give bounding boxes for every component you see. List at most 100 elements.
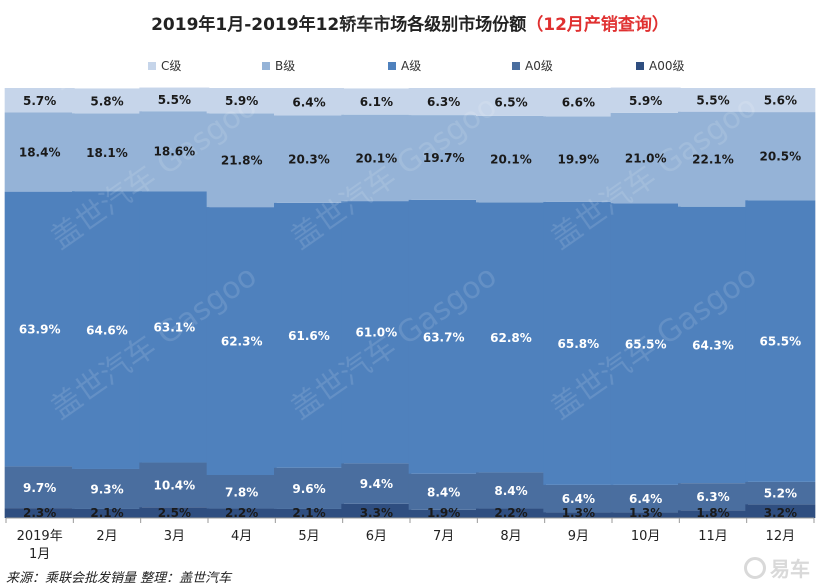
bar-segment	[678, 88, 748, 112]
x-tick-label: 9月	[568, 529, 589, 544]
data-label: 3.3%	[360, 506, 393, 520]
bar-segment	[206, 207, 277, 476]
bar-segment	[4, 191, 75, 467]
bar-segment	[610, 87, 681, 113]
bar-segment	[206, 508, 277, 518]
watermark-text: 盖世汽车 Gasgoo	[45, 0, 264, 97]
bar-segment	[72, 468, 142, 509]
data-label: 6.4%	[292, 95, 325, 109]
data-label: 21.0%	[625, 152, 667, 166]
bar-segment	[610, 203, 681, 485]
data-label: 5.9%	[225, 94, 258, 108]
legend-label: B级	[275, 59, 296, 73]
x-tick-label: 11月	[698, 529, 728, 544]
legend-label: C级	[161, 59, 182, 73]
data-label: 5.8%	[90, 94, 123, 108]
x-tick-label: 2月	[96, 529, 117, 544]
data-label: 6.5%	[494, 95, 527, 109]
yiche-logo: 易车	[744, 553, 810, 582]
data-label: 63.1%	[154, 320, 196, 334]
data-label: 20.1%	[356, 151, 398, 165]
data-label: 6.1%	[360, 95, 393, 109]
data-label: 1.3%	[629, 506, 662, 520]
data-label: 2.5%	[158, 506, 191, 520]
data-label: 18.1%	[86, 146, 128, 160]
bar-segment	[678, 111, 748, 207]
bar-segment	[274, 202, 344, 468]
data-label: 22.1%	[692, 153, 734, 167]
data-label: 21.8%	[221, 154, 263, 168]
data-label: 2.2%	[494, 506, 527, 520]
x-tick-label: 3月	[164, 529, 185, 544]
bar-segment	[341, 463, 412, 504]
bar-segment	[745, 112, 816, 201]
data-label: 9.6%	[292, 482, 325, 496]
bar-segment	[72, 88, 142, 114]
data-label: 5.5%	[696, 93, 729, 107]
bar-segment	[139, 111, 210, 192]
data-label: 1.3%	[562, 506, 595, 520]
data-label: 6.4%	[562, 492, 595, 506]
bar-segment	[4, 466, 75, 509]
watermark-text: 盖世汽车 Gasgoo	[545, 0, 764, 87]
data-label: 20.3%	[288, 153, 330, 167]
legend-swatch	[512, 61, 520, 70]
bar-segment	[72, 191, 142, 469]
data-label: 2.1%	[90, 506, 123, 520]
bar-segment	[476, 508, 546, 518]
data-label: 6.3%	[696, 490, 729, 504]
bar-segment	[139, 462, 210, 508]
legend-swatch	[388, 61, 396, 70]
bar-segment	[206, 88, 277, 114]
data-label: 65.8%	[558, 337, 600, 351]
bar-segment	[4, 88, 75, 113]
data-label: 6.4%	[629, 492, 662, 506]
data-label: 7.8%	[225, 485, 258, 499]
data-label: 64.6%	[86, 324, 128, 338]
bar-segment	[476, 472, 546, 509]
bar-segment	[678, 483, 748, 511]
data-label: 61.0%	[356, 326, 398, 340]
data-label: 62.8%	[490, 331, 532, 345]
data-label: 20.5%	[760, 150, 802, 164]
bar-segment	[745, 481, 816, 505]
bar-segment	[745, 88, 816, 113]
chart-title-highlight: （12月产销查询）	[526, 15, 669, 35]
data-label: 6.6%	[562, 96, 595, 110]
data-label: 5.5%	[158, 93, 191, 107]
data-label: 63.9%	[19, 323, 61, 337]
data-label: 20.1%	[490, 153, 532, 167]
data-label: 8.4%	[427, 485, 460, 499]
x-tick-label: 10月	[631, 529, 661, 544]
data-label: 64.3%	[692, 338, 734, 352]
data-label: 62.3%	[221, 335, 263, 349]
data-label: 9.3%	[90, 482, 123, 496]
x-tick-label: 4月	[231, 529, 252, 544]
data-label: 18.4%	[19, 146, 61, 160]
x-tick-label: 8月	[500, 529, 521, 544]
bar-segment	[408, 509, 479, 518]
legend: C级 B级 A级 A0级 A00级	[0, 57, 820, 79]
legend-item: A0级	[512, 57, 553, 74]
watermark-text: 盖世汽车 Gasgoo	[285, 0, 504, 87]
bar-segment	[341, 201, 412, 464]
x-tick-label: 5月	[298, 529, 319, 544]
bar-segment	[206, 475, 277, 509]
yiche-logo-icon	[744, 556, 766, 579]
data-label: 5.2%	[764, 487, 797, 501]
data-label: 18.6%	[154, 145, 196, 159]
bar-segment	[745, 504, 816, 518]
data-label: 3.2%	[764, 506, 797, 520]
data-label: 61.6%	[288, 329, 330, 343]
bar-segment	[341, 88, 412, 115]
data-label: 1.8%	[696, 506, 729, 520]
bar-segment	[274, 88, 344, 116]
bar-segment	[610, 512, 681, 518]
chart-title-main: 2019年1月-2019年12轿车市场各级别市场份额	[151, 15, 527, 35]
data-label: 9.4%	[360, 477, 393, 491]
yiche-logo-text: 易车	[770, 557, 810, 581]
legend-swatch	[262, 61, 270, 70]
data-label: 65.5%	[760, 335, 802, 349]
bar-segment	[543, 201, 614, 485]
legend-item: C级	[148, 57, 181, 74]
